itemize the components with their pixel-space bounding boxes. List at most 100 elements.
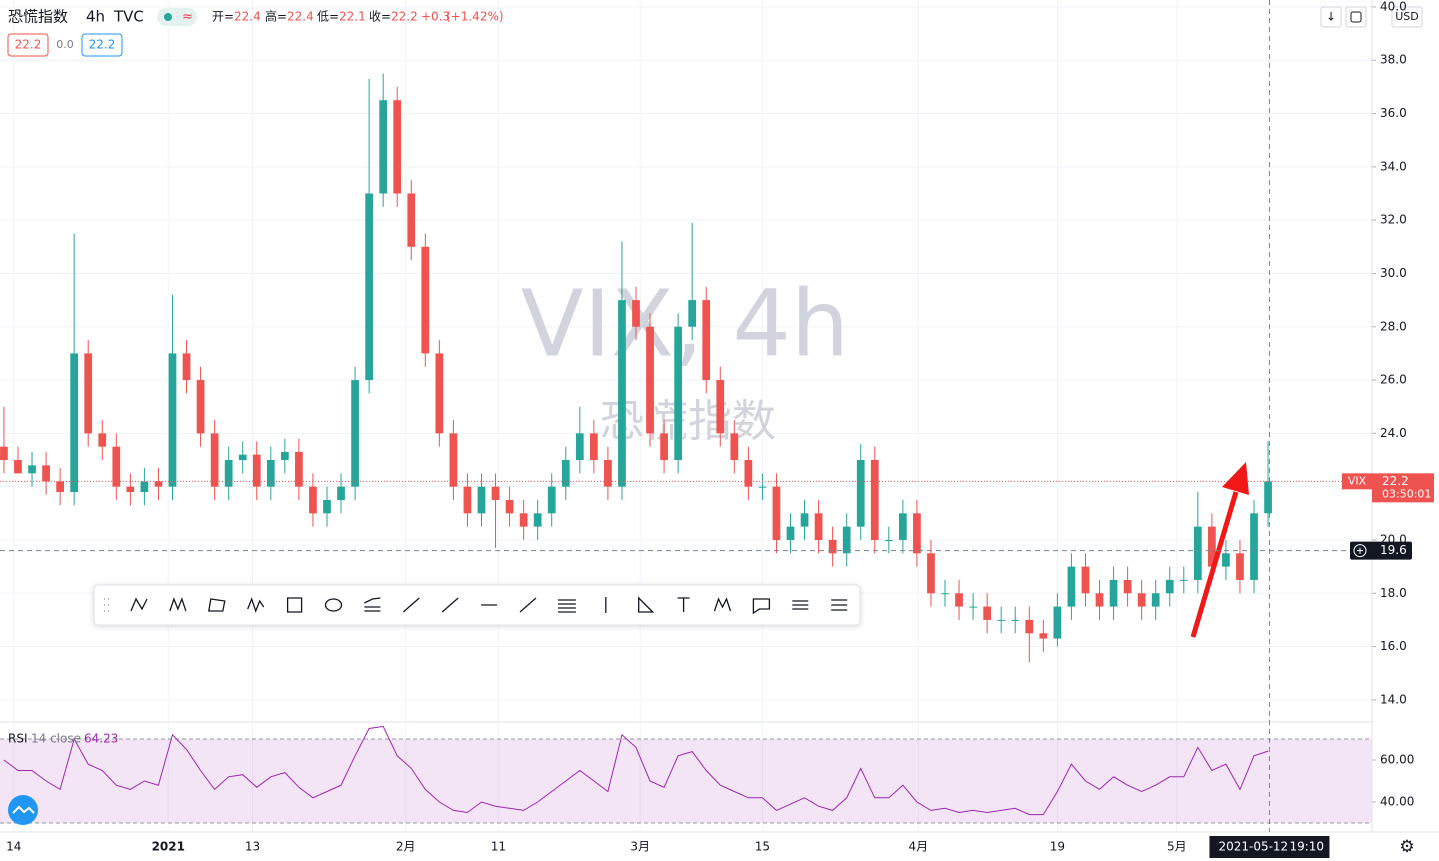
drawing-tool[interactable]	[638, 596, 655, 613]
candle-body	[927, 553, 935, 594]
candle-body	[688, 300, 697, 327]
scroll-icon: ↓	[1326, 10, 1336, 24]
change: +0.3	[421, 10, 450, 24]
x-tick-label: 19	[1050, 840, 1065, 854]
candle-body	[575, 433, 584, 461]
candle-body	[1250, 513, 1258, 580]
drawing-tool[interactable]	[130, 597, 148, 612]
market-status[interactable]	[157, 8, 197, 26]
candle-body	[1025, 619, 1034, 634]
candle-body	[519, 513, 528, 527]
settings-icon[interactable]: ⚙	[1399, 837, 1414, 857]
x-tick-label: 14	[6, 840, 21, 854]
candle-body	[182, 353, 191, 381]
y-tick-label: 34.0	[1380, 159, 1407, 173]
candle-body	[814, 513, 823, 540]
currency-button[interactable]	[1391, 6, 1423, 28]
candle-body	[463, 486, 472, 514]
symbol-tag-text: VIX	[1348, 474, 1367, 487]
drawing-tool[interactable]	[752, 598, 771, 615]
reset-button[interactable]	[1345, 6, 1367, 28]
drawing-tool[interactable]	[677, 597, 690, 612]
candle-body	[477, 486, 486, 514]
low-value: 22.1	[339, 10, 366, 24]
candle-body	[1137, 593, 1146, 607]
sell-button[interactable]	[7, 33, 49, 57]
drawing-toolbar	[93, 584, 861, 626]
candle-body	[421, 246, 430, 354]
symbol-tag	[1342, 473, 1372, 490]
candle-body	[224, 460, 233, 487]
candle-body	[1039, 633, 1048, 639]
candle-body	[0, 446, 8, 461]
y-tick-label: 24.0	[1380, 426, 1407, 440]
y-tick-label: 30.0	[1380, 266, 1407, 280]
drawing-tool[interactable]	[713, 597, 732, 612]
close-value: 22.2	[391, 10, 418, 24]
candle-body	[365, 193, 373, 381]
y-tick-label: 18.0	[1380, 586, 1407, 600]
watermark: VIX, 4h	[521, 270, 849, 377]
drawing-tool[interactable]	[324, 598, 343, 612]
candle-body	[351, 380, 359, 487]
drawing-tool[interactable]	[286, 597, 303, 613]
crosshair-date: 2021-05-12	[1218, 840, 1288, 854]
candle-body	[1067, 566, 1076, 607]
candle-body	[828, 539, 837, 554]
arrow-annotation	[1190, 491, 1239, 638]
low-label: 低=	[317, 10, 339, 24]
candle-body	[1095, 593, 1104, 607]
interval: 4h	[86, 8, 105, 26]
drawing-tool[interactable]	[557, 599, 576, 613]
x-tick-label: 15	[755, 840, 770, 854]
logo-mark	[12, 805, 35, 814]
x-tick-label: 11	[491, 840, 506, 854]
x-tick-label: 2月	[396, 840, 416, 854]
candle-body	[870, 460, 879, 540]
spread: 0.0	[56, 38, 74, 51]
candle-body	[1208, 526, 1216, 567]
rsi-line	[3, 725, 1269, 816]
candle-body	[28, 465, 36, 474]
candle-body	[1081, 566, 1090, 594]
candle-body	[295, 452, 303, 487]
drawing-tool[interactable]	[792, 600, 809, 610]
candle-body	[1109, 579, 1118, 607]
drawing-tool[interactable]	[247, 597, 265, 613]
y-tick-label: 16.0	[1380, 639, 1407, 653]
drawing-tool[interactable]	[831, 599, 848, 611]
drawing-tool[interactable]	[364, 597, 381, 612]
candle-body	[941, 593, 949, 595]
candle-body	[1264, 481, 1272, 514]
candle-body	[744, 460, 753, 487]
drawing-tool[interactable]	[169, 597, 187, 612]
candle-body	[646, 326, 654, 434]
exchange: TVC	[113, 8, 144, 26]
symbol: 恐慌指数	[8, 8, 68, 26]
x-tick-label: 13	[245, 840, 260, 854]
x-tick-label: 5月	[1167, 840, 1187, 854]
candle-body	[955, 593, 963, 607]
candle-body	[393, 100, 402, 194]
candle-body	[70, 353, 79, 492]
drawing-tool[interactable]	[402, 597, 420, 613]
last-price-text: 22.2	[1382, 474, 1409, 488]
change-pct: (+1.42%)	[446, 10, 504, 24]
crosshair-price-tag	[1350, 541, 1412, 560]
candle-body	[786, 526, 795, 540]
candle-body	[674, 326, 682, 461]
ask: 22.2	[89, 38, 116, 52]
buy-button[interactable]	[81, 33, 123, 57]
open-value: 22.4	[234, 10, 261, 24]
drawing-tool[interactable]	[519, 597, 537, 613]
candle-body	[702, 300, 711, 381]
candle-body	[154, 481, 163, 487]
drawing-tool[interactable]	[441, 597, 459, 613]
scroll-button[interactable]	[1320, 6, 1342, 28]
x-tick-label: 3月	[630, 840, 650, 854]
crosshair-time: 19:10	[1289, 840, 1324, 854]
y-tick-label: 14.0	[1380, 692, 1407, 706]
candle-body	[618, 300, 626, 487]
drawing-tool[interactable]	[208, 598, 226, 612]
add-alert[interactable]	[1353, 544, 1367, 558]
